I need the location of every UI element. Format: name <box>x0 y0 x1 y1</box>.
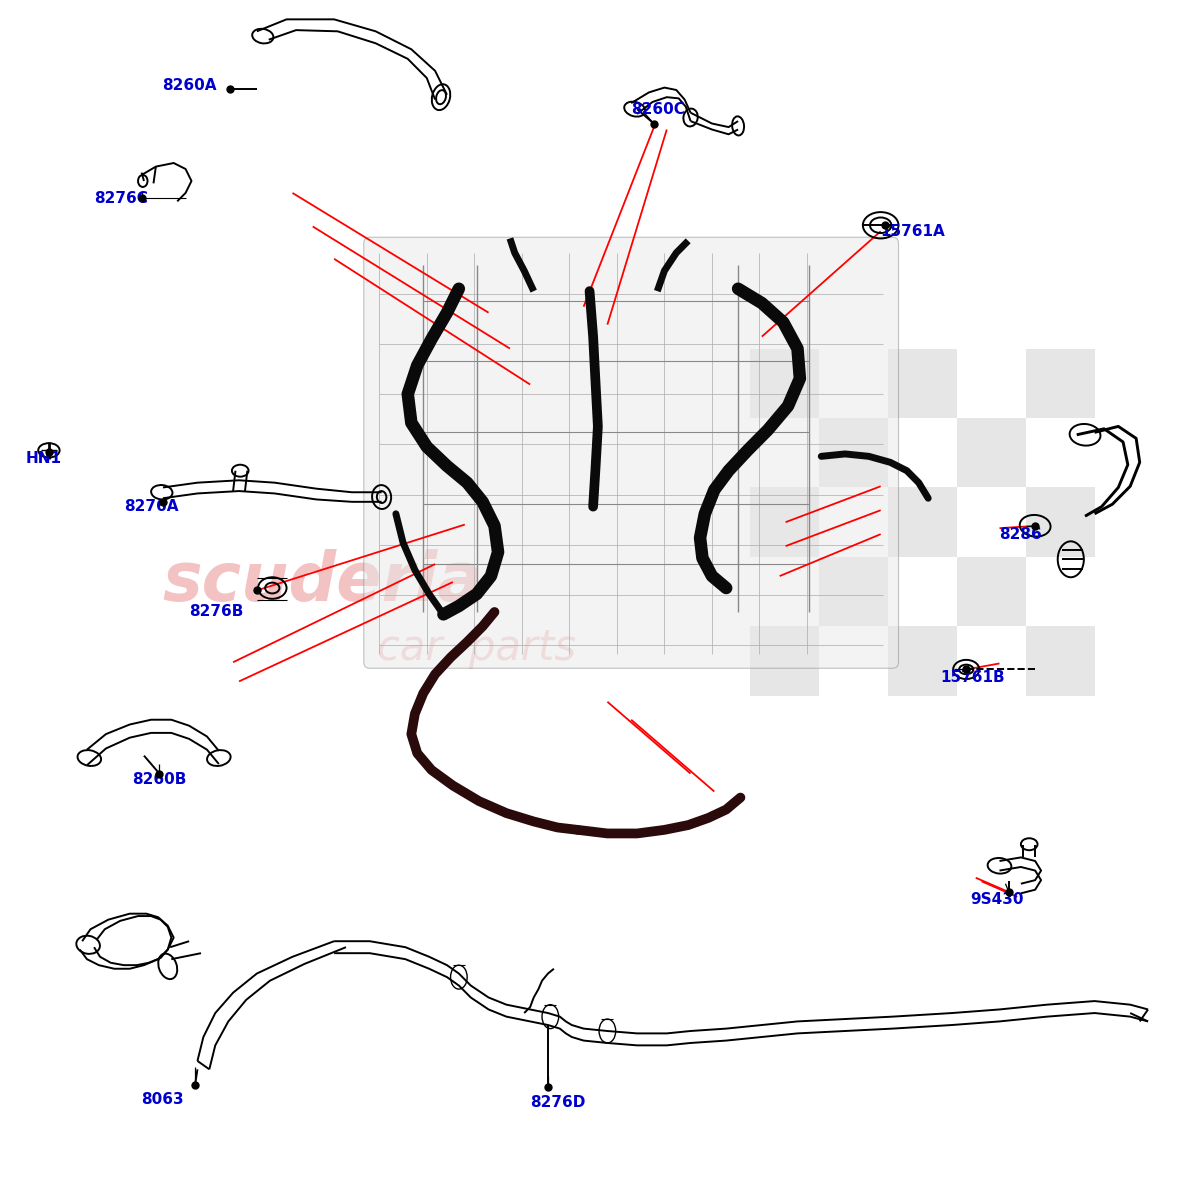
Text: 8260C: 8260C <box>631 102 685 116</box>
Text: 8276D: 8276D <box>530 1096 586 1110</box>
Bar <box>750 626 819 696</box>
Text: 8063: 8063 <box>142 1092 185 1106</box>
FancyBboxPatch shape <box>363 238 898 668</box>
Text: 9S430: 9S430 <box>969 892 1023 907</box>
Bar <box>819 418 887 487</box>
Text: 15761B: 15761B <box>940 671 1005 685</box>
Bar <box>1025 487 1095 557</box>
Text: 8260B: 8260B <box>132 772 187 787</box>
Text: 8276C: 8276C <box>94 192 148 206</box>
Bar <box>956 557 1025 626</box>
Bar <box>887 487 956 557</box>
Bar <box>887 348 956 418</box>
Bar <box>887 626 956 696</box>
Text: 8286: 8286 <box>999 527 1042 541</box>
Bar <box>956 418 1025 487</box>
Text: scuderia: scuderia <box>162 550 482 616</box>
Text: car  parts: car parts <box>378 626 576 668</box>
Bar <box>750 487 819 557</box>
Bar <box>1025 348 1095 418</box>
Text: 8260A: 8260A <box>162 78 217 92</box>
Text: 8276B: 8276B <box>189 605 243 619</box>
Text: HN1: HN1 <box>25 451 61 467</box>
Text: 8276A: 8276A <box>124 499 179 514</box>
Bar <box>750 348 819 418</box>
Bar <box>819 557 887 626</box>
Text: 15761A: 15761A <box>880 223 946 239</box>
Bar <box>1025 626 1095 696</box>
